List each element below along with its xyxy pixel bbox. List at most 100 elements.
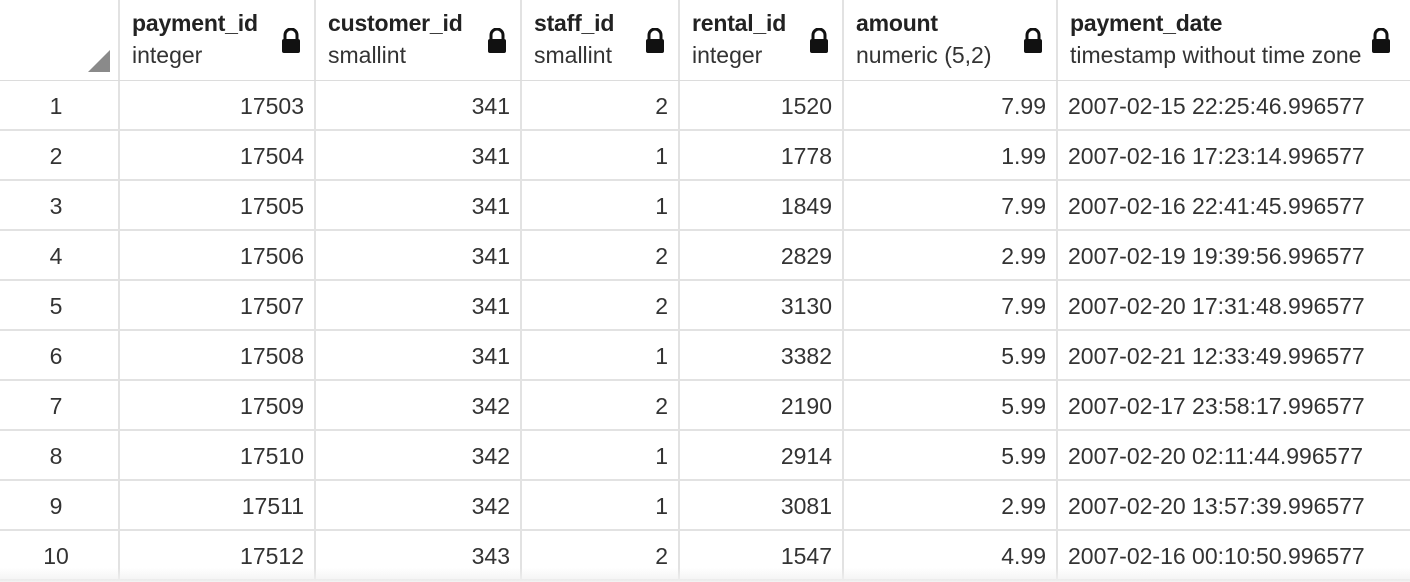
row-number-cell[interactable]: 1: [0, 81, 120, 129]
row-number: 3: [49, 193, 63, 219]
cell-customer-id[interactable]: 343: [316, 531, 522, 579]
column-header-payment-date[interactable]: payment_date timestamp without time zone: [1058, 0, 1410, 80]
cell-payment-id[interactable]: 17505: [120, 181, 316, 229]
cell-customer-id[interactable]: 341: [316, 181, 522, 229]
cell-payment-id[interactable]: 17512: [120, 531, 316, 579]
cell-amount[interactable]: 5.99: [844, 331, 1058, 379]
select-all-corner[interactable]: [0, 0, 120, 80]
lock-icon: [488, 28, 506, 53]
cell-amount[interactable]: 5.99: [844, 431, 1058, 479]
cell-payment-date[interactable]: 2007-02-16 17:23:14.996577: [1058, 131, 1410, 179]
cell-customer-id[interactable]: 342: [316, 381, 522, 429]
cell-value: 2.99: [1001, 493, 1046, 519]
table-row[interactable]: 3 17505 341 1 1849 7.99 2007-02-16 22:41:45.99…: [0, 181, 1410, 231]
cell-value: 2007-02-16 17:23:14.996577: [1068, 143, 1365, 169]
cell-staff-id[interactable]: 1: [522, 331, 680, 379]
table-row[interactable]: 4 17506 341 2 2829 2.99 2007-02-19 19:39:56.99…: [0, 231, 1410, 281]
cell-staff-id[interactable]: 2: [522, 231, 680, 279]
cell-value: 2007-02-20 17:31:48.996577: [1068, 293, 1365, 319]
cell-staff-id[interactable]: 2: [522, 531, 680, 579]
cell-payment-id[interactable]: 17507: [120, 281, 316, 329]
cell-payment-date[interactable]: 2007-02-20 02:11:44.996577: [1058, 431, 1410, 479]
table-row[interactable]: 10 17512 343 2 1547 4.99 2007-02-16 00:10:50.9…: [0, 531, 1410, 581]
column-header-rental-id[interactable]: rental_id integer: [680, 0, 844, 80]
cell-payment-date[interactable]: 2007-02-19 19:39:56.996577: [1058, 231, 1410, 279]
cell-rental-id[interactable]: 2829: [680, 231, 844, 279]
cell-payment-date[interactable]: 2007-02-20 17:31:48.996577: [1058, 281, 1410, 329]
cell-customer-id[interactable]: 341: [316, 81, 522, 129]
cell-value: 2190: [780, 393, 832, 419]
column-type: integer: [132, 42, 203, 68]
cell-payment-date[interactable]: 2007-02-16 00:10:50.996577: [1058, 531, 1410, 579]
cell-payment-date[interactable]: 2007-02-17 23:58:17.996577: [1058, 381, 1410, 429]
cell-staff-id[interactable]: 1: [522, 181, 680, 229]
row-number-cell[interactable]: 9: [0, 481, 120, 529]
cell-staff-id[interactable]: 2: [522, 281, 680, 329]
cell-payment-id[interactable]: 17506: [120, 231, 316, 279]
cell-value: 7.99: [1001, 193, 1046, 219]
table-row[interactable]: 2 17504 341 1 1778 1.99 2007-02-16 17:23:14.99…: [0, 131, 1410, 181]
cell-staff-id[interactable]: 1: [522, 131, 680, 179]
cell-payment-id[interactable]: 17508: [120, 331, 316, 379]
cell-amount[interactable]: 1.99: [844, 131, 1058, 179]
column-header-staff-id[interactable]: staff_id smallint: [522, 0, 680, 80]
row-number-cell[interactable]: 8: [0, 431, 120, 479]
cell-customer-id[interactable]: 341: [316, 231, 522, 279]
row-number-cell[interactable]: 7: [0, 381, 120, 429]
table-row[interactable]: 5 17507 341 2 3130 7.99 2007-02-20 17:31:48.99…: [0, 281, 1410, 331]
lock-icon: [282, 28, 300, 53]
cell-rental-id[interactable]: 2190: [680, 381, 844, 429]
cell-rental-id[interactable]: 1849: [680, 181, 844, 229]
cell-payment-id[interactable]: 17510: [120, 431, 316, 479]
cell-rental-id[interactable]: 1520: [680, 81, 844, 129]
cell-customer-id[interactable]: 342: [316, 481, 522, 529]
table-row[interactable]: 7 17509 342 2 2190 5.99 2007-02-17 23:58:17.99…: [0, 381, 1410, 431]
cell-staff-id[interactable]: 2: [522, 381, 680, 429]
cell-rental-id[interactable]: 3130: [680, 281, 844, 329]
row-number-cell[interactable]: 10: [0, 531, 120, 579]
cell-payment-id[interactable]: 17511: [120, 481, 316, 529]
cell-amount[interactable]: 7.99: [844, 81, 1058, 129]
column-header-customer-id[interactable]: customer_id smallint: [316, 0, 522, 80]
cell-amount[interactable]: 7.99: [844, 181, 1058, 229]
table-row[interactable]: 6 17508 341 1 3382 5.99 2007-02-21 12:33:49.99…: [0, 331, 1410, 381]
cell-customer-id[interactable]: 341: [316, 131, 522, 179]
cell-amount[interactable]: 4.99: [844, 531, 1058, 579]
cell-staff-id[interactable]: 1: [522, 481, 680, 529]
row-number-cell[interactable]: 3: [0, 181, 120, 229]
table-row[interactable]: 1 17503 341 2 1520 7.99 2007-02-15 22:25:46.99…: [0, 81, 1410, 131]
cell-payment-date[interactable]: 2007-02-20 13:57:39.996577: [1058, 481, 1410, 529]
cell-rental-id[interactable]: 1547: [680, 531, 844, 579]
cell-amount[interactable]: 7.99: [844, 281, 1058, 329]
row-number-cell[interactable]: 4: [0, 231, 120, 279]
cell-customer-id[interactable]: 341: [316, 331, 522, 379]
table-row[interactable]: 8 17510 342 1 2914 5.99 2007-02-20 02:11:44.99…: [0, 431, 1410, 481]
cell-payment-date[interactable]: 2007-02-16 22:41:45.996577: [1058, 181, 1410, 229]
cell-rental-id[interactable]: 2914: [680, 431, 844, 479]
cell-value: 2007-02-20 02:11:44.996577: [1068, 443, 1364, 469]
cell-staff-id[interactable]: 1: [522, 431, 680, 479]
cell-payment-date[interactable]: 2007-02-15 22:25:46.996577: [1058, 81, 1410, 129]
cell-customer-id[interactable]: 342: [316, 431, 522, 479]
cell-rental-id[interactable]: 3382: [680, 331, 844, 379]
cell-staff-id[interactable]: 2: [522, 81, 680, 129]
cell-payment-date[interactable]: 2007-02-21 12:33:49.996577: [1058, 331, 1410, 379]
cell-value: 2007-02-15 22:25:46.996577: [1068, 93, 1365, 119]
cell-customer-id[interactable]: 341: [316, 281, 522, 329]
cell-payment-id[interactable]: 17504: [120, 131, 316, 179]
cell-rental-id[interactable]: 3081: [680, 481, 844, 529]
cell-value: 342: [471, 493, 510, 519]
cell-rental-id[interactable]: 1778: [680, 131, 844, 179]
table-row[interactable]: 9 17511 342 1 3081 2.99 2007-02-20 13:57:39.99…: [0, 481, 1410, 531]
column-type: timestamp without time zone: [1070, 42, 1362, 68]
row-number-cell[interactable]: 5: [0, 281, 120, 329]
cell-amount[interactable]: 2.99: [844, 231, 1058, 279]
row-number-cell[interactable]: 2: [0, 131, 120, 179]
row-number-cell[interactable]: 6: [0, 331, 120, 379]
cell-payment-id[interactable]: 17503: [120, 81, 316, 129]
cell-payment-id[interactable]: 17509: [120, 381, 316, 429]
cell-amount[interactable]: 5.99: [844, 381, 1058, 429]
column-header-amount[interactable]: amount numeric (5,2): [844, 0, 1058, 80]
column-header-payment-id[interactable]: payment_id integer: [120, 0, 316, 80]
cell-amount[interactable]: 2.99: [844, 481, 1058, 529]
